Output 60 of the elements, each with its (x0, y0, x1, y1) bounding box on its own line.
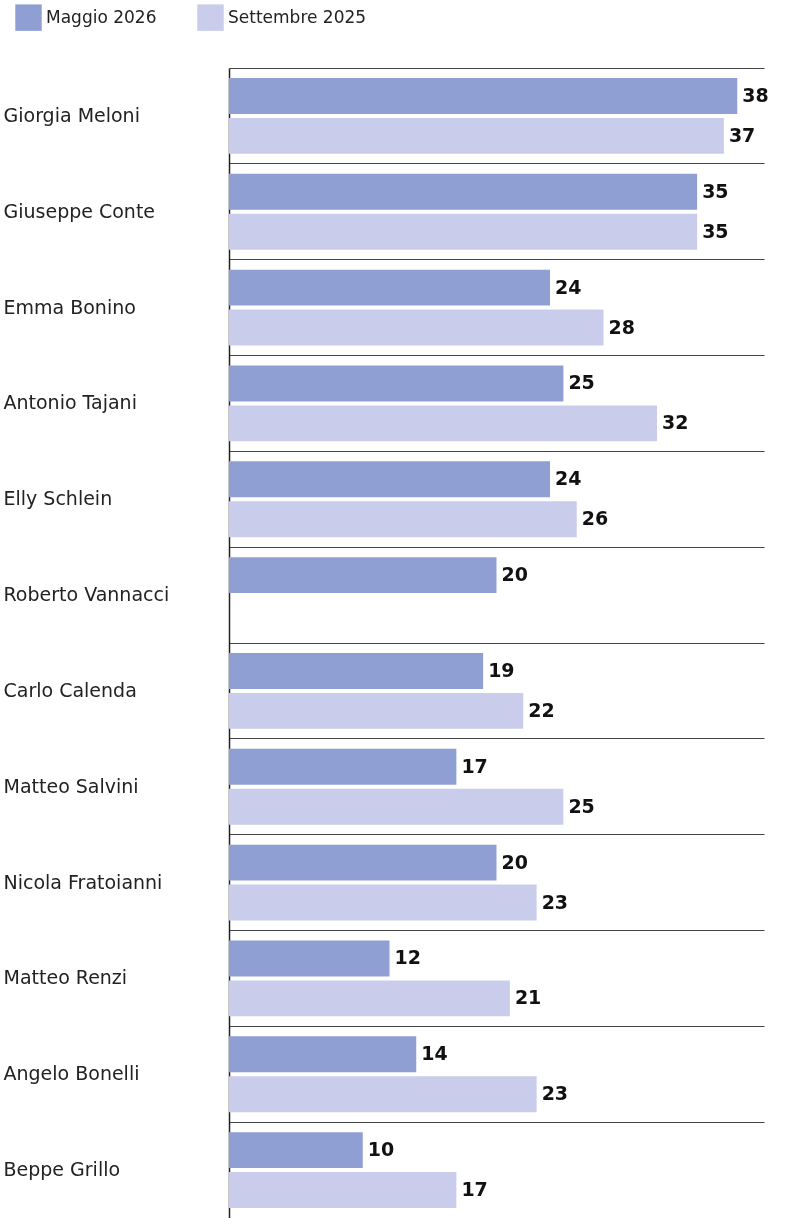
data-label: 35 (702, 179, 729, 202)
y-tick-label: Antonio Tajani (3, 391, 137, 414)
bar (229, 117, 724, 154)
bar (229, 884, 537, 921)
bar (229, 940, 390, 977)
data-label: 17 (461, 754, 488, 777)
y-tick-label: Nicola Fratoianni (3, 870, 163, 893)
data-label: 20 (501, 563, 528, 586)
bar (229, 213, 698, 250)
bar (229, 692, 524, 729)
data-label: 32 (662, 411, 689, 434)
bar (229, 461, 550, 498)
data-label: 26 (581, 507, 609, 530)
bar (229, 173, 698, 210)
data-label: 24 (555, 275, 582, 298)
data-label: 23 (541, 890, 569, 913)
y-tick-label: Elly Schlein (3, 487, 113, 510)
data-label: 23 (541, 1082, 569, 1105)
data-label: 14 (421, 1042, 448, 1065)
bar (229, 557, 497, 594)
data-label: 25 (568, 794, 595, 817)
y-tick-label: Matteo Salvini (3, 774, 139, 797)
bar (229, 1036, 417, 1073)
y-tick-label: Roberto Vannacci (3, 583, 170, 606)
bar (229, 309, 604, 346)
data-label: 22 (528, 698, 555, 721)
y-tick-label: Giorgia Meloni (3, 103, 140, 126)
y-tick-label: Beppe Grillo (3, 1158, 121, 1181)
data-label: 25 (568, 371, 595, 394)
data-label: 10 (367, 1138, 395, 1161)
y-tick-label: Giuseppe Conte (3, 199, 156, 222)
legend-label: Settembre 2025 (228, 6, 367, 27)
bar (229, 77, 738, 114)
data-label: 20 (501, 850, 528, 873)
bar (229, 844, 497, 881)
data-label: 35 (702, 219, 729, 242)
data-label: 12 (394, 946, 421, 969)
y-tick-label: Matteo Renzi (3, 966, 128, 989)
data-label: 24 (555, 467, 582, 490)
data-label: 19 (488, 658, 515, 681)
y-tick-label: Emma Bonino (3, 295, 136, 318)
bar (229, 1132, 363, 1169)
bar (229, 748, 457, 785)
data-label: 37 (728, 123, 756, 146)
bar (229, 652, 484, 689)
bar (229, 501, 577, 538)
bar (229, 269, 550, 306)
bar (229, 365, 564, 402)
data-label: 21 (514, 986, 542, 1009)
y-tick-label: Angelo Bonelli (3, 1062, 140, 1085)
data-label: 17 (461, 1178, 488, 1201)
bar (229, 788, 564, 825)
bar (229, 1076, 537, 1113)
bar (229, 405, 657, 442)
y-tick-label: Carlo Calenda (3, 678, 137, 701)
legend-label: Maggio 2026 (46, 6, 157, 27)
data-label: 28 (608, 315, 635, 338)
bar (229, 1172, 457, 1209)
bar (229, 980, 510, 1017)
data-label: 38 (742, 83, 769, 106)
